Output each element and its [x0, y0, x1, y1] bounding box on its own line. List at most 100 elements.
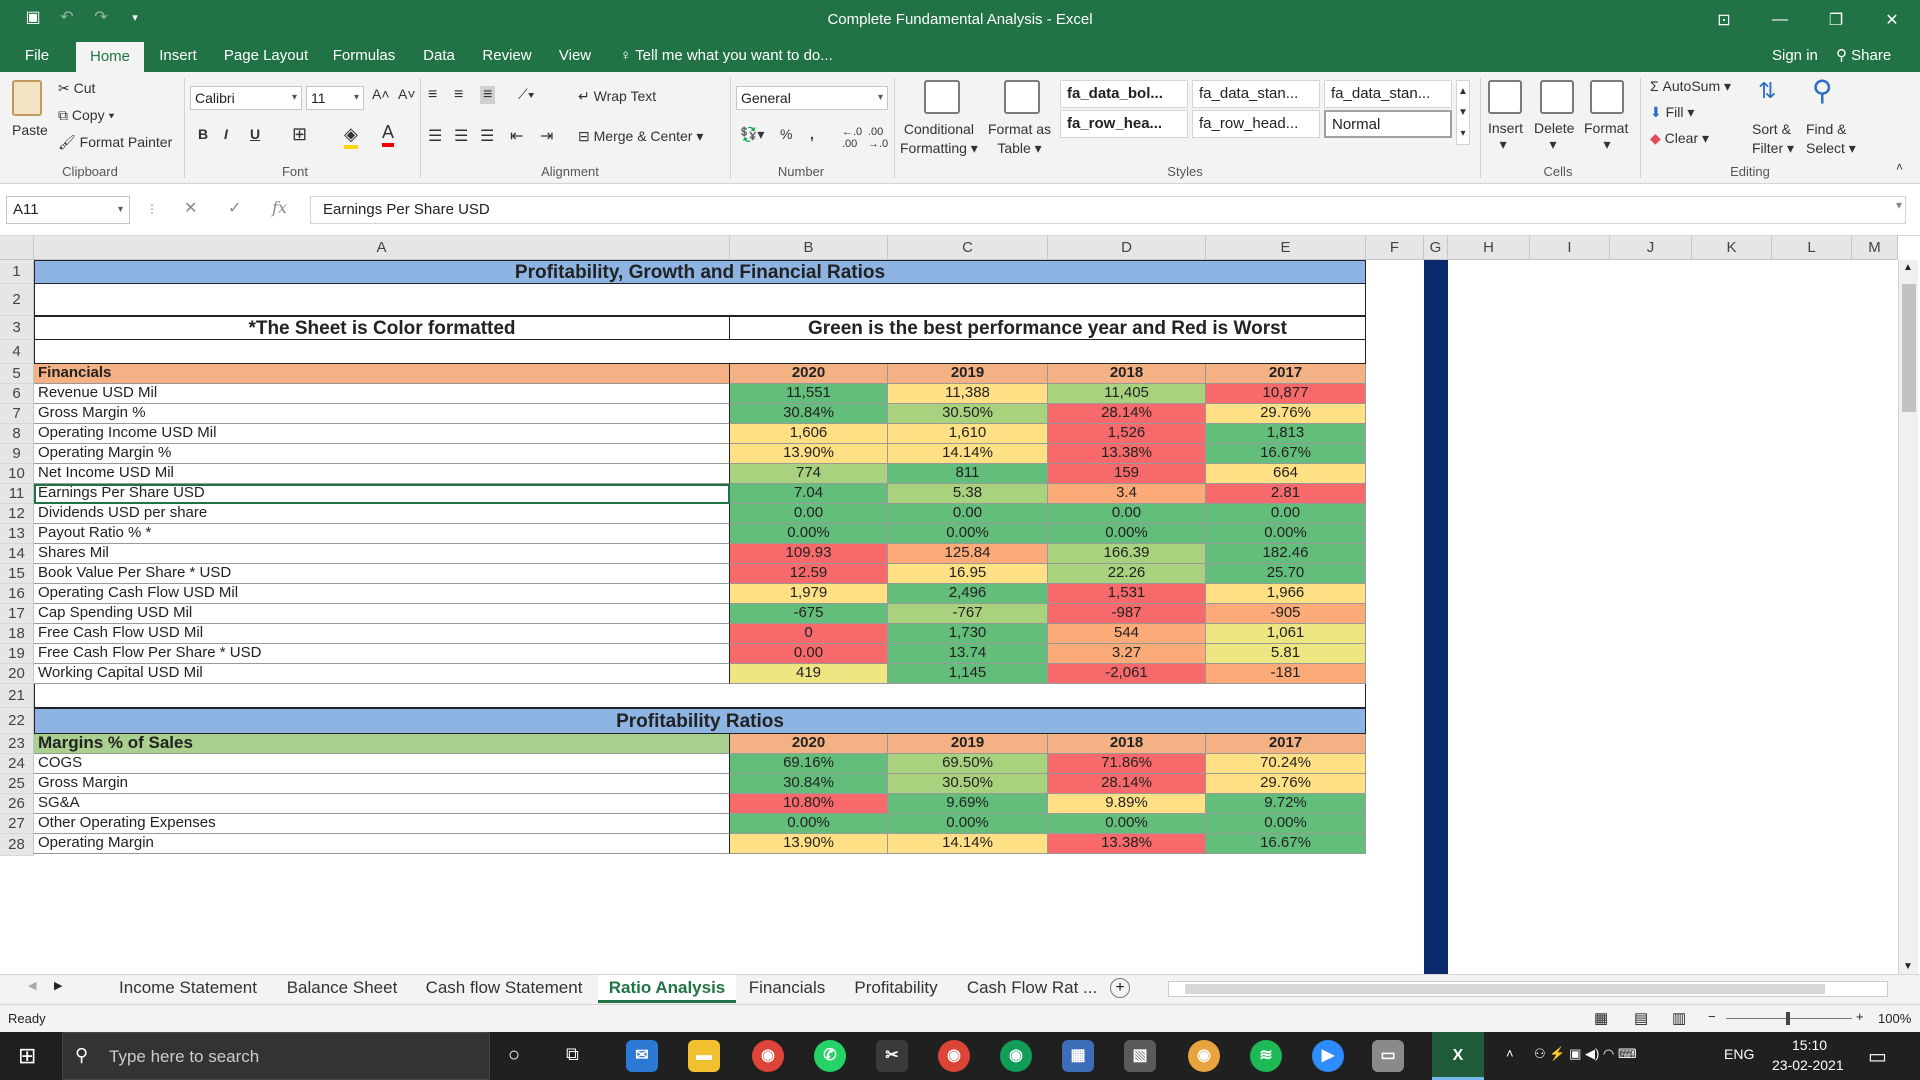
year-header[interactable]: 2019 [888, 734, 1048, 754]
clock-date[interactable]: 23-02-2021 [1772, 1057, 1844, 1073]
row-header[interactable]: 4 [0, 340, 34, 364]
scroll-tabs-right-icon[interactable]: ▶ [54, 980, 63, 992]
formula-bar-options-icon[interactable]: ⋮ [146, 202, 158, 216]
align-left-icon[interactable]: ☰ [428, 128, 443, 145]
sign-in-link[interactable]: Sign in [1772, 47, 1818, 64]
financial-value-cell[interactable]: 811 [888, 464, 1048, 484]
tab-file[interactable]: File [24, 47, 50, 64]
photos-icon[interactable]: ▧ [1124, 1040, 1156, 1072]
name-box[interactable]: A11 [6, 196, 130, 224]
sheet-tab-income-statement[interactable]: Income Statement [119, 978, 257, 997]
taskbar-search-box[interactable]: ⚲ Type here to search [62, 1032, 490, 1080]
financial-row-label[interactable]: Shares Mil [34, 544, 730, 564]
page-layout-view-icon[interactable]: ▤ [1634, 1010, 1649, 1027]
row-header[interactable]: 23 [0, 734, 34, 754]
row-header[interactable]: 11 [0, 484, 34, 504]
cut-button[interactable]: ✂ Cut [58, 80, 96, 96]
clear-button[interactable]: ◆ Clear ▾ [1650, 130, 1710, 146]
margin-value-cell[interactable]: 69.50% [888, 754, 1048, 774]
file-explorer-icon[interactable]: ▬ [688, 1040, 720, 1072]
financial-value-cell[interactable]: 664 [1206, 464, 1366, 484]
percent-icon[interactable]: % [780, 126, 793, 142]
row-header[interactable]: 1 [0, 260, 34, 284]
fill-button[interactable]: ⬇ Fill ▾ [1650, 104, 1695, 120]
financial-value-cell[interactable]: 419 [730, 664, 888, 684]
margin-row-label[interactable]: Operating Margin [34, 834, 730, 854]
financial-value-cell[interactable]: 16.67% [1206, 444, 1366, 464]
tab-page-layout[interactable]: Page Layout [223, 47, 309, 64]
align-center-icon[interactable]: ☰ [454, 128, 469, 145]
year-header[interactable]: 2018 [1048, 734, 1206, 754]
grow-font-icon[interactable]: A˄ [372, 86, 390, 102]
financial-value-cell[interactable]: 2,496 [888, 584, 1048, 604]
increase-decimal-icon[interactable]: ←.0.00 [842, 126, 863, 150]
financial-value-cell[interactable]: 1,966 [1206, 584, 1366, 604]
cortana-icon[interactable]: ○ [508, 1044, 521, 1066]
confirm-entry-icon[interactable]: ✓ [228, 200, 242, 217]
scroll-tabs-left-icon[interactable]: ◀ [28, 980, 37, 992]
row-header[interactable]: 19 [0, 644, 34, 664]
financial-value-cell[interactable]: 25.70 [1206, 564, 1366, 584]
financial-row-label[interactable]: Dividends USD per share [34, 504, 730, 524]
financial-value-cell[interactable]: 1,730 [888, 624, 1048, 644]
clock-time[interactable]: 15:10 [1792, 1037, 1828, 1053]
financial-value-cell[interactable]: 544 [1048, 624, 1206, 644]
financial-value-cell[interactable]: -905 [1206, 604, 1366, 624]
mail-icon[interactable]: ✉ [626, 1040, 658, 1072]
financial-value-cell[interactable]: 11,405 [1048, 384, 1206, 404]
margin-value-cell[interactable]: 30.50% [888, 774, 1048, 794]
cancel-entry-icon[interactable]: ✕ [184, 200, 198, 217]
financial-value-cell[interactable]: 0.00 [888, 504, 1048, 524]
delete-cells-icon[interactable] [1540, 80, 1574, 114]
column-header[interactable]: J [1610, 236, 1692, 260]
row-header[interactable]: 3 [0, 316, 34, 340]
row-header[interactable]: 13 [0, 524, 34, 544]
format-as-table-icon[interactable] [1004, 80, 1040, 114]
comma-icon[interactable]: , [810, 126, 814, 142]
font-color-icon[interactable]: A [382, 122, 395, 147]
financial-value-cell[interactable]: -767 [888, 604, 1048, 624]
align-right-icon[interactable]: ☰ [480, 128, 495, 145]
row-header[interactable]: 21 [0, 684, 34, 708]
margin-value-cell[interactable]: 13.38% [1048, 834, 1206, 854]
page-break-view-icon[interactable]: ▥ [1672, 1010, 1687, 1027]
financial-row-label[interactable]: Earnings Per Share USD [34, 484, 730, 504]
financial-value-cell[interactable]: 0.00 [730, 504, 888, 524]
row-header[interactable]: 10 [0, 464, 34, 484]
column-header[interactable]: I [1530, 236, 1610, 260]
financial-value-cell[interactable]: 14.14% [888, 444, 1048, 464]
margin-value-cell[interactable]: 0.00% [1048, 814, 1206, 834]
year-header[interactable]: 2018 [1048, 364, 1206, 384]
insert-cells-button[interactable]: Insert ▾ [1488, 120, 1524, 152]
spotify-icon[interactable]: ≋ [1250, 1040, 1282, 1072]
sheet-tab-ratio-analysis[interactable]: Ratio Analysis [598, 975, 736, 1003]
insert-cells-icon[interactable] [1488, 80, 1522, 114]
margin-value-cell[interactable]: 9.72% [1206, 794, 1366, 814]
scroll-up-icon[interactable]: ▲ [1903, 262, 1913, 273]
font-size-combo[interactable]: 11 [306, 86, 364, 110]
margin-value-cell[interactable]: 0.00% [730, 814, 888, 834]
financial-value-cell[interactable]: 1,531 [1048, 584, 1206, 604]
financial-value-cell[interactable]: 12.59 [730, 564, 888, 584]
format-cells-icon[interactable] [1590, 80, 1624, 114]
financial-value-cell[interactable]: 30.84% [730, 404, 888, 424]
financial-value-cell[interactable]: 10,877 [1206, 384, 1366, 404]
tab-review[interactable]: Review [482, 47, 532, 64]
align-top-icon[interactable]: ≡ [428, 86, 438, 103]
whatsapp-icon[interactable]: ✆ [814, 1040, 846, 1072]
financial-value-cell[interactable]: 3.27 [1048, 644, 1206, 664]
zoom-in-icon[interactable]: + [1856, 1009, 1864, 1024]
row-header[interactable]: 26 [0, 794, 34, 814]
financial-row-label[interactable]: Book Value Per Share * USD [34, 564, 730, 584]
chrome-profile-4-icon[interactable]: ◉ [1188, 1040, 1220, 1072]
horizontal-scrollbar[interactable] [1168, 981, 1888, 997]
row-header[interactable]: 12 [0, 504, 34, 524]
align-middle-icon[interactable]: ≡ [454, 86, 464, 103]
row-header[interactable]: 24 [0, 754, 34, 774]
orientation-icon[interactable]: ⟋▾ [518, 86, 535, 102]
row-header[interactable]: 20 [0, 664, 34, 684]
column-header[interactable]: L [1772, 236, 1852, 260]
currency-icon[interactable]: 💱▾ [740, 126, 765, 142]
financial-value-cell[interactable]: 22.26 [1048, 564, 1206, 584]
financial-value-cell[interactable]: 1,610 [888, 424, 1048, 444]
